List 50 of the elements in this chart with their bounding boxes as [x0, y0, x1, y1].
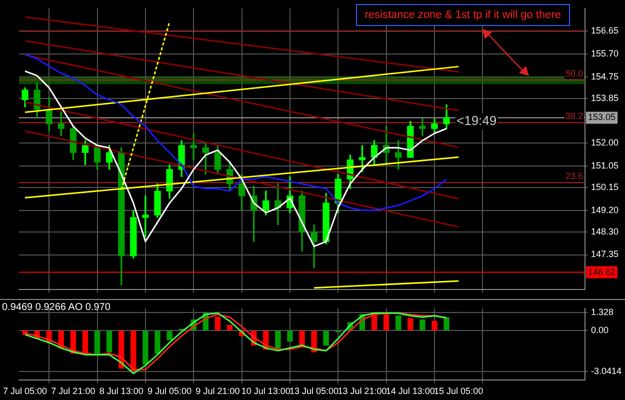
annotation: 38.2: [565, 111, 583, 122]
bar: [287, 330, 293, 342]
bar: [214, 316, 221, 330]
bar: [130, 330, 136, 372]
y-tick-label: -3.0414: [591, 366, 622, 376]
x-tick-label: 10 Jul 13:00: [241, 386, 290, 396]
y-tick-label: 148.30: [591, 226, 619, 236]
x-tick-label: 7 Jul 21:00: [51, 386, 96, 396]
bar: [383, 314, 390, 330]
x-tick-label: 9 Jul 21:00: [196, 386, 240, 396]
x-tick-label: 15 Jul 05:00: [434, 386, 484, 396]
bar: [154, 330, 160, 354]
bar: [396, 315, 402, 330]
bar: [408, 318, 414, 330]
ref-line-label: 153.05: [588, 112, 616, 122]
y-tick-label: 153.85: [591, 93, 619, 104]
x-tick-label: 13 Jul 21:00: [338, 386, 387, 396]
bar: [444, 317, 450, 330]
y-tick-label: 152.00: [591, 137, 619, 148]
bar: [371, 314, 378, 330]
bar: [226, 324, 233, 330]
bar: [420, 319, 426, 330]
y-tick-label: 0.00: [591, 325, 609, 336]
bar: [94, 330, 100, 354]
y-tick-label: 155.70: [591, 48, 619, 59]
y-tick-label: 156.65: [591, 26, 619, 36]
y-tick-label: 147.35: [591, 249, 619, 260]
annotation: 50.0: [565, 68, 583, 79]
bar: [299, 330, 305, 346]
annotation: 23.6: [565, 171, 583, 182]
annotation: <19:49: [456, 112, 497, 128]
x-tick-label: 14 Jul 13:00: [386, 386, 435, 396]
bar: [323, 330, 329, 346]
y-tick-label: 149.20: [591, 204, 619, 215]
x-tick-label: 7 Jul 05:00: [2, 386, 48, 396]
bar: [142, 330, 148, 364]
bar: [275, 330, 281, 348]
x-tick-label: 9 Jul 05:00: [148, 386, 192, 396]
annotation: resistance zone & 1st tp if it will go there: [356, 4, 570, 26]
bar: [166, 330, 172, 340]
bar: [432, 320, 438, 330]
y-tick-label: 151.05: [591, 160, 619, 170]
y-tick-label: 150.15: [591, 182, 619, 192]
ref-line-label: 146.62: [588, 266, 616, 277]
x-tick-label: 8 Jul 13:00: [99, 386, 144, 396]
y-tick-label: 154.75: [591, 71, 619, 82]
y-tick-label: 1.328: [591, 307, 614, 318]
bar: [106, 330, 112, 352]
annotation: 0.9469 0.9266 AO 0.970: [2, 302, 110, 313]
x-tick-label: 13 Jul 05:00: [290, 386, 339, 396]
